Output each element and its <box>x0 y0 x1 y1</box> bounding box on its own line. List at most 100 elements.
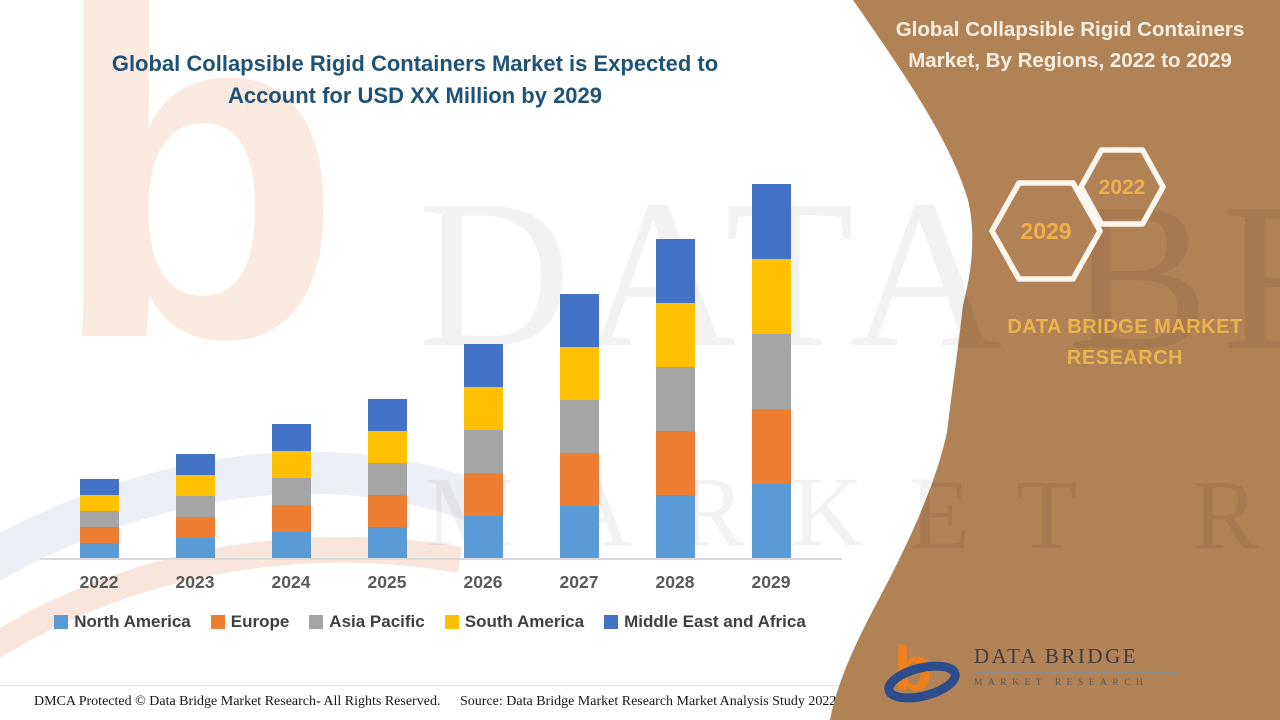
stacked-bar-2027[interactable] <box>559 294 599 559</box>
axis-labels: 2022 2023 2024 2025 2026 2027 2028 2029 <box>51 572 819 593</box>
panel-brand-text: DATA BRIDGE MARKET RESEARCH <box>1007 316 1243 369</box>
hexagon-year-2022: 2022 <box>1099 176 1146 199</box>
bar-segment-2026-middle-east-and-africa[interactable] <box>463 344 503 387</box>
side-panel-shape <box>830 0 1280 720</box>
legend-swatch <box>54 615 69 629</box>
legend-label: Europe <box>230 612 290 631</box>
bar-segment-2025-north-america[interactable] <box>367 527 407 559</box>
bar-segment-2027-middle-east-and-africa[interactable] <box>559 294 599 347</box>
legend-label: Asia Pacific <box>329 612 425 631</box>
legend: North America Europe Asia Pacific South Ame… <box>0 612 860 632</box>
bar-segment-2024-south-america[interactable] <box>271 451 311 478</box>
stacked-bar-2025[interactable] <box>367 399 407 559</box>
legend-item-middle-east-and-africa[interactable]: Middle East and Africa <box>604 612 806 632</box>
bar-column-2026 <box>435 169 531 559</box>
x-axis-line <box>40 558 842 560</box>
legend-item-europe[interactable]: Europe <box>210 612 290 632</box>
bar-segment-2023-north-america[interactable] <box>175 538 215 559</box>
bar-segment-2027-asia-pacific[interactable] <box>559 400 599 453</box>
stacked-bar-2028[interactable] <box>655 239 695 559</box>
bar-segment-2027-north-america[interactable] <box>559 506 599 559</box>
bar-segment-2028-europe[interactable] <box>655 431 695 495</box>
bar-segment-2029-south-america[interactable] <box>751 259 791 334</box>
x-axis-label-2023: 2023 <box>175 572 215 592</box>
stacked-bar-2026[interactable] <box>463 344 503 559</box>
logo-tagline: MARKET RESEARCH <box>974 678 1149 688</box>
x-axis-label-2029: 2029 <box>751 572 791 592</box>
legend-item-north-america[interactable]: North America <box>54 612 191 632</box>
legend-swatch <box>210 615 225 629</box>
x-axis-label-2027: 2027 <box>559 572 599 592</box>
bar-column-2023 <box>147 169 243 559</box>
hexagon-2029-shape <box>989 180 1103 282</box>
side-panel-title: Global Collapsible Rigid Containers Mark… <box>895 18 1245 72</box>
hexagon-year-2029: 2029 <box>1020 218 1071 244</box>
bar-column-2029 <box>723 169 819 559</box>
bar-column-2022 <box>51 169 147 559</box>
bar-segment-2027-europe[interactable] <box>559 453 599 506</box>
plot-columns <box>51 169 819 559</box>
logo-divider <box>974 672 1180 674</box>
bar-segment-2024-middle-east-and-africa[interactable] <box>271 424 311 451</box>
svg-text:MARKET RESEARCH: MARKET RESEARCH <box>425 459 1280 570</box>
bar-segment-2024-europe[interactable] <box>271 505 311 532</box>
x-axis-label-2025: 2025 <box>367 572 407 592</box>
bar-segment-2027-south-america[interactable] <box>559 347 599 400</box>
data-bridge-logo-icon: b <box>884 636 960 704</box>
legend-swatch <box>444 615 459 629</box>
chart-headline: Global Collapsible Rigid Containers Mark… <box>111 51 719 108</box>
legend-swatch <box>604 615 619 629</box>
legend-item-asia-pacific[interactable]: Asia Pacific <box>309 612 425 632</box>
background-letter-b-watermark: b <box>50 0 344 438</box>
legend-item-south-america[interactable]: South America <box>444 612 585 632</box>
hexagon-2022-shape <box>1078 147 1166 227</box>
bar-segment-2022-south-america[interactable] <box>79 495 119 511</box>
bar-column-2028 <box>627 169 723 559</box>
x-axis-label-2028: 2028 <box>655 572 695 592</box>
bar-segment-2022-asia-pacific[interactable] <box>79 511 119 527</box>
bar-segment-2028-middle-east-and-africa[interactable] <box>655 239 695 303</box>
stacked-bar-2029[interactable] <box>751 184 791 559</box>
source-note: Source: Data Bridge Market Research Mark… <box>460 694 837 709</box>
legend-label: North America <box>74 612 191 631</box>
bar-segment-2028-north-america[interactable] <box>655 495 695 559</box>
bar-segment-2022-middle-east-and-africa[interactable] <box>79 479 119 495</box>
bar-segment-2022-europe[interactable] <box>79 527 119 543</box>
legend-swatch <box>309 615 324 629</box>
bar-segment-2025-europe[interactable] <box>367 495 407 527</box>
bar-segment-2026-south-america[interactable] <box>463 387 503 430</box>
bar-segment-2028-asia-pacific[interactable] <box>655 367 695 431</box>
bar-segment-2028-south-america[interactable] <box>655 303 695 367</box>
bar-segment-2023-europe[interactable] <box>175 517 215 538</box>
x-axis-label-2024: 2024 <box>271 572 311 592</box>
bar-segment-2023-middle-east-and-africa[interactable] <box>175 454 215 475</box>
bar-segment-2022-north-america[interactable] <box>79 543 119 559</box>
hexagon-badges: 2022 2029 <box>989 147 1166 282</box>
x-axis-label-2026: 2026 <box>463 572 503 592</box>
bar-segment-2026-asia-pacific[interactable] <box>463 430 503 473</box>
dmca-notice: DMCA Protected © Data Bridge Market Rese… <box>34 694 441 709</box>
legend-label: South America <box>464 612 585 631</box>
bar-segment-2024-north-america[interactable] <box>271 532 311 559</box>
stacked-bar-2023[interactable] <box>175 454 215 559</box>
bar-segment-2023-south-america[interactable] <box>175 475 215 496</box>
bar-column-2024 <box>243 169 339 559</box>
bar-column-2027 <box>531 169 627 559</box>
bar-segment-2023-asia-pacific[interactable] <box>175 496 215 517</box>
x-axis-label-2022: 2022 <box>79 572 119 592</box>
bar-segment-2025-south-america[interactable] <box>367 431 407 463</box>
bar-segment-2029-europe[interactable] <box>751 409 791 484</box>
bar-segment-2025-middle-east-and-africa[interactable] <box>367 399 407 431</box>
bar-segment-2029-north-america[interactable] <box>751 484 791 559</box>
bar-column-2025 <box>339 169 435 559</box>
bar-segment-2024-asia-pacific[interactable] <box>271 478 311 505</box>
bar-segment-2026-north-america[interactable] <box>463 516 503 559</box>
bar-segment-2029-asia-pacific[interactable] <box>751 334 791 409</box>
stacked-bar-2022[interactable] <box>79 479 119 559</box>
company-logo[interactable]: b DATA BRIDGE MARKET RESEARCH <box>884 636 1180 704</box>
stacked-bar-2024[interactable] <box>271 424 311 559</box>
bar-segment-2029-middle-east-and-africa[interactable] <box>751 184 791 259</box>
bar-segment-2025-asia-pacific[interactable] <box>367 463 407 495</box>
bar-segment-2026-europe[interactable] <box>463 473 503 516</box>
